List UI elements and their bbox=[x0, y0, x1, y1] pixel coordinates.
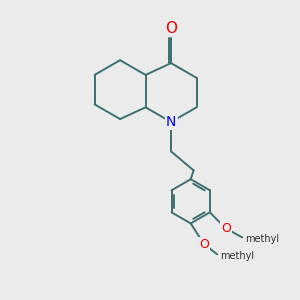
Text: O: O bbox=[221, 222, 231, 235]
Text: O: O bbox=[165, 21, 177, 36]
Text: methyl: methyl bbox=[245, 234, 279, 244]
Text: O: O bbox=[199, 238, 209, 250]
Text: N: N bbox=[166, 115, 176, 129]
Text: methyl: methyl bbox=[220, 251, 254, 261]
